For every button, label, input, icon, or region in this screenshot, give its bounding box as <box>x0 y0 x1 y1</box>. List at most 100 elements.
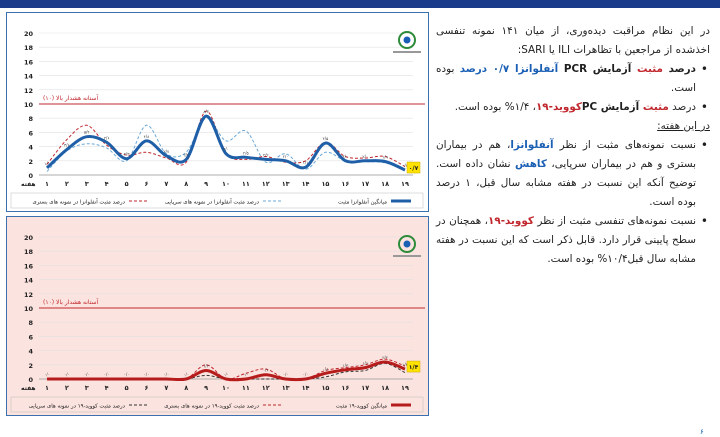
legend-label: درصد مثبت آنفلوانزا در نمونه های بستری <box>32 199 125 206</box>
x-tick-label: ۱۱ <box>242 180 250 188</box>
data-point-label: ۰/۰ <box>44 372 50 377</box>
x-tick-label: ۱۱ <box>242 384 250 392</box>
x-tick-label: ۱۰ <box>222 384 230 392</box>
y-tick-label: 10 <box>24 101 34 109</box>
x-tick-label: ۹ <box>204 384 208 392</box>
x-tick-label: ۳ <box>85 384 89 392</box>
data-point-label: ۰/۰ <box>84 372 90 377</box>
y-tick-label: 6 <box>28 129 33 137</box>
x-tick-label: ۱۹ <box>401 384 409 392</box>
data-point-label: ۰/۶ <box>263 368 269 373</box>
data-point-label: ۰/۰ <box>183 372 189 377</box>
data-point-label: ۰/۰ <box>104 372 110 377</box>
data-point-label: ۲/۴ <box>382 355 388 360</box>
legend-frame <box>10 396 424 413</box>
x-tick-label: ۳ <box>85 180 89 188</box>
data-point-label: ۴/۸ <box>144 134 150 139</box>
y-tick-label: 16 <box>24 262 34 270</box>
y-tick-label: 20 <box>24 30 34 38</box>
logo-center-icon <box>403 36 411 44</box>
x-tick-label: ۸ <box>184 180 188 188</box>
data-point-label: ۱/۳ <box>343 363 349 368</box>
data-point-label: ۰/۰ <box>144 372 150 377</box>
data-point-label: ۰/۰ <box>164 372 170 377</box>
y-tick-label: 20 <box>24 234 34 242</box>
x-tick-label: ۱۳ <box>282 384 290 392</box>
threshold-label: آستانه هشدار بالا (۱۰) <box>43 93 99 102</box>
logo-center-icon <box>403 240 411 248</box>
data-point-label: ۸/۳ <box>203 109 209 114</box>
data-point-label: ۰/۰ <box>303 372 309 377</box>
x-axis-label: هفته <box>21 385 36 392</box>
legend-label: درصد مثبت آنفلوانزا در نمونه های سرپایی <box>165 199 260 206</box>
legend-label: درصد مثبت کووید-۱۹ در نمونه های سرپایی <box>29 403 126 410</box>
ministry-logo <box>393 31 421 53</box>
logo-caption-line <box>393 255 421 257</box>
y-tick-label: 0 <box>28 172 33 180</box>
influenza-result: درصد مثبت آزمایش PCR آنفلوانزا ۰/۷ درصد … <box>436 60 708 98</box>
data-point-label: ۰/۰ <box>64 372 70 377</box>
data-point-label: ۱/۰ <box>44 161 50 166</box>
x-tick-label: ۱۸ <box>381 384 389 392</box>
section-heading: در این هفته: <box>657 120 710 132</box>
x-tick-label: ۱ <box>45 384 49 392</box>
x-tick-label: ۱۳ <box>282 180 290 188</box>
x-tick-label: ۵ <box>125 180 129 188</box>
data-point-label: ۲/۰ <box>343 154 349 159</box>
data-point-label: ۲/۰ <box>362 154 368 159</box>
x-tick-label: ۶ <box>144 180 148 188</box>
data-point-label: ۴/۵ <box>323 136 329 141</box>
x-tick-label: ۱۴ <box>302 384 310 392</box>
intro-paragraph: در این نظام مراقبت دیده‌وری، از میان ۱۴۱… <box>436 25 710 56</box>
current-value-label: ۰/۷ <box>409 165 419 172</box>
x-tick-label: ۱۴ <box>302 180 310 188</box>
x-tick-label: ۱ <box>45 180 49 188</box>
y-tick-label: 4 <box>28 348 33 356</box>
legend-label: میانگین آنفلوانزا مثبت <box>338 199 387 206</box>
covid-trend: نسبت نمونه‌های تنفسی مثبت از نظر کووید-۱… <box>436 212 708 269</box>
current-value-badge <box>406 161 421 174</box>
x-axis-label: هفته <box>21 181 36 188</box>
data-point-label: ۱/۶ <box>362 361 368 366</box>
current-value-label: ۱/۴ <box>409 364 419 371</box>
y-tick-label: 14 <box>24 277 34 285</box>
x-tick-label: ۱۵ <box>321 384 329 392</box>
covid-chart: 0 2 4 6 8 10 12 14 16 18 20 ۱ ۲ ۳ ۴ ۵ ۶ ۷ ۸ ۹ ۱۰ ۱۱ ۱۲ ۱۳ ۱۴ ۱۵ ۱۶… <box>6 216 429 416</box>
series-line <box>47 360 406 382</box>
x-tick-label: ۴ <box>105 384 109 392</box>
x-tick-label: ۲ <box>65 180 69 188</box>
x-tick-label: ۱۶ <box>341 180 349 188</box>
legend-frame <box>10 192 424 209</box>
top-banner <box>0 0 720 8</box>
x-tick-label: ۱۸ <box>381 180 389 188</box>
y-tick-label: 4 <box>28 144 33 152</box>
legend-label: درصد مثبت کووید-۱۹ در نمونه های بستری <box>164 403 259 410</box>
legend-label: میانگین کووید-۱۹ مثبت <box>336 403 387 410</box>
y-tick-label: 2 <box>28 362 33 370</box>
x-tick-label: ۶ <box>144 384 148 392</box>
x-tick-label: ۱۷ <box>361 384 369 392</box>
summary-text: در این نظام مراقبت دیده‌وری، از میان ۱۴۱… <box>436 22 710 269</box>
data-point-label: ۲/۵ <box>243 150 249 155</box>
data-point-label: ۱/۱ <box>303 160 309 165</box>
x-tick-label: ۲ <box>65 384 69 392</box>
y-tick-label: 12 <box>24 87 33 95</box>
x-tick-label: ۱۶ <box>341 384 349 392</box>
data-point-label: ۴/۶ <box>104 135 110 140</box>
results-list: درصد مثبت آزمایش PCR آنفلوانزا ۰/۷ درصد … <box>436 60 710 117</box>
y-tick-label: 8 <box>28 319 33 327</box>
y-tick-label: 18 <box>24 248 34 256</box>
data-point-label: ۰/۸ <box>323 366 329 371</box>
y-tick-label: 0 <box>28 376 33 384</box>
y-tick-label: 14 <box>24 73 34 81</box>
data-point-label: ۲/۷ <box>164 149 170 154</box>
x-tick-label: ۵ <box>125 384 129 392</box>
data-point-label: ۰/۰ <box>124 372 130 377</box>
data-point-label: ۲/۰ <box>283 154 289 159</box>
influenza-chart: 0 2 4 6 8 10 12 14 16 18 20 ۱ ۲ ۳ ۴ ۵ ۶ ۷ ۸ ۹ ۱۰ ۱۱ ۱۲ ۱۳ ۱۴ ۱۵ ۱۶… <box>6 12 429 212</box>
covid-result: درصد مثبت آزمایش PCکووید-۱۹، ۱/۴% بوده ا… <box>436 98 708 117</box>
data-point-label: ۲/۳ <box>124 152 130 157</box>
series-line <box>45 114 406 172</box>
y-tick-label: 18 <box>24 44 34 52</box>
x-tick-label: ۸ <box>184 384 188 392</box>
